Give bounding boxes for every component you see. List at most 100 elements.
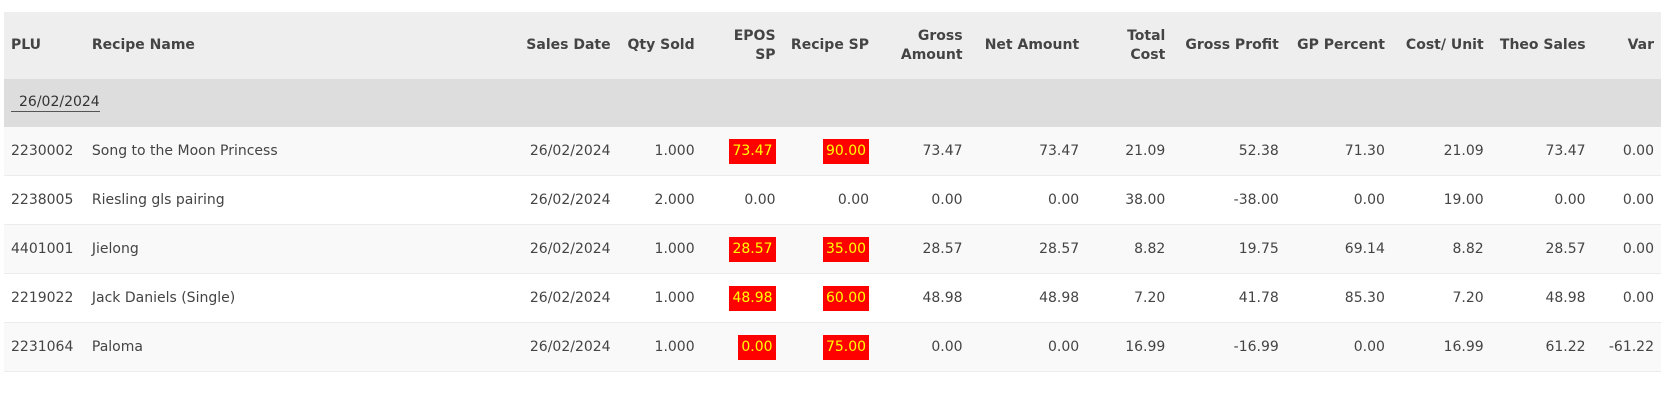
cell-gross-profit: 52.38 xyxy=(1172,127,1286,176)
cell-plu: 2219022 xyxy=(4,273,85,323)
cell-net-amount: 0.00 xyxy=(969,175,1087,225)
price-mismatch-flag: 60.00 xyxy=(822,285,870,311)
cell-epos-sp: 0.00 xyxy=(701,175,783,225)
cell-cost-unit: 8.82 xyxy=(1391,224,1491,274)
cell-total-cost: 38.00 xyxy=(1086,175,1173,225)
sales-report: PLU Recipe Name Sales Date Qty Sold EPOS SP R… xyxy=(4,12,1661,372)
table-row[interactable]: 4401001 Jielong 26/02/2024 1.000 28.57 35.00 2… xyxy=(4,224,1661,274)
cell-gross-amount: 0.00 xyxy=(876,175,970,225)
cell-gross-profit: -16.99 xyxy=(1172,322,1286,372)
price-mismatch-flag: 35.00 xyxy=(822,236,870,262)
cell-gp-percent: 0.00 xyxy=(1285,175,1392,225)
cell-gp-percent: 85.30 xyxy=(1285,273,1392,323)
cell-cost-unit: 21.09 xyxy=(1391,127,1491,176)
column-header-cost-unit[interactable]: Cost/ Unit xyxy=(1391,12,1491,79)
column-header-gross-amount[interactable]: Gross Amount xyxy=(876,12,970,79)
date-group-row[interactable]: 26/02/2024 xyxy=(4,79,1661,127)
column-header-qty-sold[interactable]: Qty Sold xyxy=(617,12,702,79)
column-header-var[interactable]: Var xyxy=(1592,12,1661,79)
cell-recipe-sp: 35.00 xyxy=(782,224,877,274)
price-mismatch-flag: 0.00 xyxy=(738,334,776,360)
cell-theo-sales: 48.98 xyxy=(1490,273,1593,323)
cell-qty-sold: 1.000 xyxy=(617,127,702,176)
column-header-recipe-name[interactable]: Recipe Name xyxy=(84,12,495,79)
column-header-sales-date[interactable]: Sales Date xyxy=(494,12,618,79)
cell-sales-date: 26/02/2024 xyxy=(494,322,618,372)
table-row[interactable]: 2238005 Riesling gls pairing 26/02/2024 2.0… xyxy=(4,175,1661,225)
cell-cost-unit: 19.00 xyxy=(1391,175,1491,225)
cell-recipe-name: Paloma xyxy=(84,322,495,372)
column-header-theo-sales[interactable]: Theo Sales xyxy=(1490,12,1593,79)
cell-qty-sold: 1.000 xyxy=(617,273,702,323)
cell-net-amount: 73.47 xyxy=(969,127,1087,176)
price-mismatch-flag: 73.47 xyxy=(729,138,776,164)
price-mismatch-flag: 28.57 xyxy=(729,236,776,262)
cell-gp-percent: 69.14 xyxy=(1285,224,1392,274)
cell-plu: 2238005 xyxy=(4,175,85,225)
price-mismatch-flag: 75.00 xyxy=(822,334,870,360)
cell-total-cost: 16.99 xyxy=(1086,322,1173,372)
cell-total-cost: 7.20 xyxy=(1086,273,1173,323)
cell-var: 0.00 xyxy=(1592,224,1661,274)
cell-recipe-name: Jielong xyxy=(84,224,495,274)
cell-gross-amount: 73.47 xyxy=(876,127,970,176)
cell-sales-date: 26/02/2024 xyxy=(494,175,618,225)
column-header-total-cost[interactable]: Total Cost xyxy=(1086,12,1173,79)
cell-sales-date: 26/02/2024 xyxy=(494,273,618,323)
column-header-epos-sp[interactable]: EPOS SP xyxy=(701,12,783,79)
cell-gp-percent: 71.30 xyxy=(1285,127,1392,176)
column-header-gp-percent[interactable]: GP Percent xyxy=(1285,12,1392,79)
cell-sales-date: 26/02/2024 xyxy=(494,224,618,274)
cell-qty-sold: 2.000 xyxy=(617,175,702,225)
cell-gross-profit: 19.75 xyxy=(1172,224,1286,274)
cell-var: 0.00 xyxy=(1592,127,1661,176)
cell-theo-sales: 28.57 xyxy=(1490,224,1593,274)
sales-table: PLU Recipe Name Sales Date Qty Sold EPOS SP R… xyxy=(4,12,1661,372)
date-group-cell[interactable]: 26/02/2024 xyxy=(4,79,1661,127)
cell-epos-sp: 28.57 xyxy=(701,224,783,274)
cell-recipe-sp: 75.00 xyxy=(782,322,877,372)
cell-gross-amount: 28.57 xyxy=(876,224,970,274)
table-row[interactable]: 2219022 Jack Daniels (Single) 26/02/2024 1.… xyxy=(4,273,1661,323)
cell-gross-profit: 41.78 xyxy=(1172,273,1286,323)
cell-cost-unit: 7.20 xyxy=(1391,273,1491,323)
column-header-gross-profit[interactable]: Gross Profit xyxy=(1172,12,1286,79)
cell-epos-sp: 0.00 xyxy=(701,322,783,372)
cell-qty-sold: 1.000 xyxy=(617,224,702,274)
price-mismatch-flag: 90.00 xyxy=(822,138,870,164)
cell-gross-amount: 0.00 xyxy=(876,322,970,372)
header-row: PLU Recipe Name Sales Date Qty Sold EPOS SP R… xyxy=(4,12,1661,79)
cell-theo-sales: 61.22 xyxy=(1490,322,1593,372)
table-row[interactable]: 2231064 Paloma 26/02/2024 1.000 0.00 75.00 0.0… xyxy=(4,322,1661,372)
cell-gross-profit: -38.00 xyxy=(1172,175,1286,225)
cell-gross-amount: 48.98 xyxy=(876,273,970,323)
cell-net-amount: 0.00 xyxy=(969,322,1087,372)
column-header-plu[interactable]: PLU xyxy=(4,12,85,79)
cell-cost-unit: 16.99 xyxy=(1391,322,1491,372)
cell-var: -61.22 xyxy=(1592,322,1661,372)
column-header-net-amount[interactable]: Net Amount xyxy=(969,12,1087,79)
cell-var: 0.00 xyxy=(1592,273,1661,323)
cell-recipe-name: Song to the Moon Princess xyxy=(84,127,495,176)
table-row[interactable]: 2230002 Song to the Moon Princess 26/02/20… xyxy=(4,127,1661,176)
cell-total-cost: 8.82 xyxy=(1086,224,1173,274)
date-group-label[interactable]: 26/02/2024 xyxy=(11,94,100,112)
cell-epos-sp: 48.98 xyxy=(701,273,783,323)
cell-recipe-sp: 0.00 xyxy=(782,175,877,225)
cell-var: 0.00 xyxy=(1592,175,1661,225)
column-header-recipe-sp[interactable]: Recipe SP xyxy=(782,12,877,79)
cell-epos-sp: 73.47 xyxy=(701,127,783,176)
cell-recipe-sp: 60.00 xyxy=(782,273,877,323)
cell-theo-sales: 73.47 xyxy=(1490,127,1593,176)
cell-net-amount: 48.98 xyxy=(969,273,1087,323)
cell-gp-percent: 0.00 xyxy=(1285,322,1392,372)
cell-plu: 2230002 xyxy=(4,127,85,176)
cell-total-cost: 21.09 xyxy=(1086,127,1173,176)
cell-net-amount: 28.57 xyxy=(969,224,1087,274)
cell-theo-sales: 0.00 xyxy=(1490,175,1593,225)
cell-sales-date: 26/02/2024 xyxy=(494,127,618,176)
cell-recipe-name: Riesling gls pairing xyxy=(84,175,495,225)
cell-plu: 4401001 xyxy=(4,224,85,274)
cell-recipe-name: Jack Daniels (Single) xyxy=(84,273,495,323)
cell-plu: 2231064 xyxy=(4,322,85,372)
